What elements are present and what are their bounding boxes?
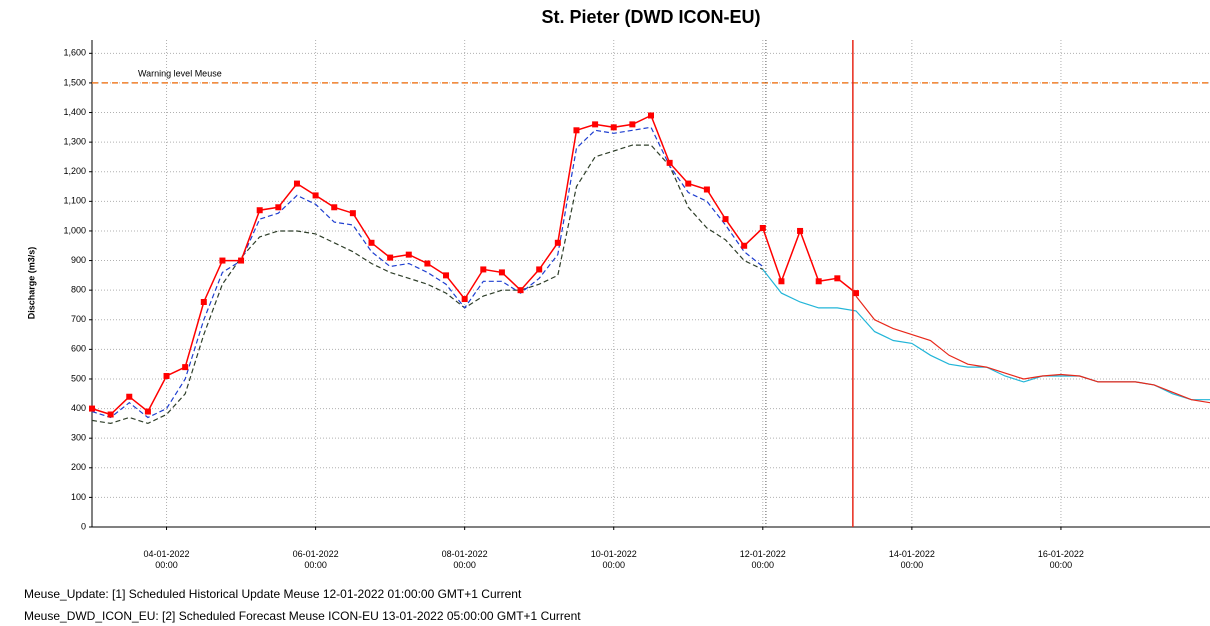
x-tick-label: 12-01-2022 00:00 — [739, 549, 786, 570]
data-point — [498, 269, 505, 276]
data-point — [536, 266, 543, 273]
data-point — [797, 227, 804, 234]
chart-title: St. Pieter (DWD ICON-EU) — [541, 7, 760, 27]
y-axis-label: Discharge (m3/s) — [26, 247, 36, 320]
data-point — [815, 278, 822, 285]
data-point — [126, 393, 133, 400]
data-point — [368, 239, 375, 246]
y-tick-label: 200 — [71, 462, 86, 472]
data-point — [629, 121, 636, 128]
y-tick-label: 900 — [71, 255, 86, 265]
data-point — [256, 207, 263, 214]
y-tick-label: 1,300 — [63, 137, 86, 147]
y-tick-label: 1,200 — [63, 166, 86, 176]
data-point — [331, 204, 338, 211]
y-tick-label: 1,500 — [63, 77, 86, 87]
x-tick-label: 04-01-2022 00:00 — [143, 549, 190, 570]
data-point — [461, 296, 468, 303]
y-tick-label: 800 — [71, 285, 86, 295]
data-point — [554, 239, 561, 246]
data-point — [144, 408, 151, 415]
series-line — [855, 295, 1210, 404]
data-point — [592, 121, 599, 128]
data-point — [573, 127, 580, 134]
y-tick-label: 500 — [71, 373, 86, 383]
data-point — [722, 216, 729, 223]
y-tick-label: 700 — [71, 314, 86, 324]
data-point — [219, 257, 226, 264]
data-point — [275, 204, 282, 211]
data-point — [349, 210, 356, 217]
x-tick-label: 10-01-2022 00:00 — [590, 549, 637, 570]
data-point — [685, 180, 692, 187]
data-point — [610, 124, 617, 131]
data-point — [293, 180, 300, 187]
data-point — [443, 272, 450, 279]
x-tick-label: 16-01-2022 00:00 — [1037, 549, 1084, 570]
data-point — [778, 278, 785, 285]
data-point — [852, 290, 859, 297]
y-tick-label: 1,400 — [63, 107, 86, 117]
data-point — [238, 257, 245, 264]
data-point — [107, 411, 114, 418]
data-point — [741, 242, 748, 249]
footer-line: Meuse_DWD_ICON_EU: [2] Scheduled Forecas… — [24, 609, 581, 623]
y-tick-label: 600 — [71, 344, 86, 354]
y-tick-label: 1,000 — [63, 225, 86, 235]
series-line — [91, 144, 764, 425]
x-tick-label: 14-01-2022 00:00 — [888, 549, 935, 570]
data-point — [648, 112, 654, 119]
series-line — [762, 269, 1210, 401]
y-tick-label: 100 — [71, 492, 86, 502]
data-point — [517, 287, 524, 294]
data-point — [834, 275, 841, 282]
x-tick-label: 08-01-2022 00:00 — [441, 549, 488, 570]
series-line — [91, 126, 764, 419]
footer-line: Meuse_Update: [1] Scheduled Historical U… — [24, 587, 522, 601]
data-point — [703, 186, 710, 193]
series-line — [91, 114, 857, 416]
data-point — [89, 405, 95, 412]
data-point — [759, 224, 766, 231]
data-point — [405, 251, 412, 258]
data-point — [424, 260, 431, 267]
data-point — [182, 364, 189, 371]
y-tick-label: 1,100 — [63, 196, 86, 206]
data-point — [200, 299, 207, 306]
data-point — [387, 254, 394, 261]
y-tick-label: 400 — [71, 403, 86, 413]
data-point — [666, 159, 673, 166]
y-tick-label: 300 — [71, 433, 86, 443]
y-tick-label: 1,600 — [63, 48, 86, 58]
data-point — [480, 266, 487, 273]
data-point — [163, 373, 170, 380]
x-tick-label: 06-01-2022 00:00 — [292, 549, 339, 570]
data-point — [312, 192, 319, 199]
y-tick-label: 0 — [81, 521, 86, 531]
warning-label: Warning level Meuse — [138, 68, 222, 78]
